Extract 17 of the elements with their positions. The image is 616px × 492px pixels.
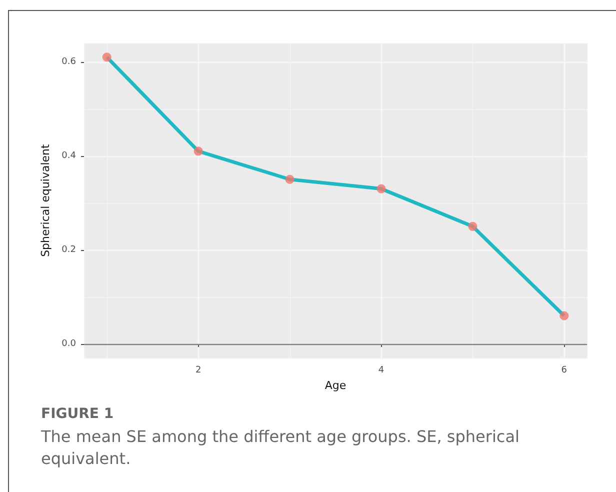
caption: FIGURE 1 — [41, 406, 115, 422]
point — [285, 174, 294, 184]
x-tick-label: 2 — [195, 366, 202, 376]
point — [376, 184, 386, 194]
x-tick-label: 6 — [561, 366, 568, 376]
y-tick-label: 0.0 — [62, 338, 76, 349]
point — [560, 311, 569, 320]
y-axis-title: Spherical equivalent — [38, 143, 52, 257]
x-tick-label: 4 — [378, 366, 384, 376]
point — [102, 52, 112, 62]
x-axis-title: Age — [324, 379, 346, 392]
point — [468, 222, 478, 231]
y-tick-label: 0.2 — [62, 244, 76, 255]
point — [194, 146, 203, 156]
y-tick-label: 0.4 — [62, 150, 76, 161]
text: The mean SE among the different age groups. SE, spherical equivalent. — [41, 426, 520, 470]
y-tick-label: 0.6 — [62, 56, 76, 67]
